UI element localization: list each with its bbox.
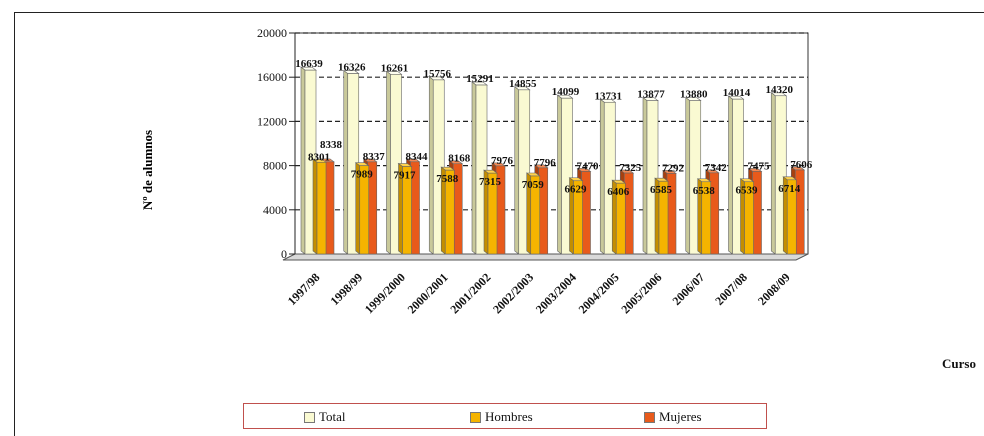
bar-hombres [739,178,755,255]
data-label-total: 14014 [723,87,751,99]
data-label-hombres: 6714 [778,183,801,195]
data-label-hombres: 7989 [351,169,374,181]
bar-total [513,86,531,255]
data-label-total: 14099 [552,86,580,98]
y-axis-ticks: 0 4000 8000 12000 16000 20000 [257,26,296,261]
data-label-hombres: 6629 [565,184,588,196]
data-label-total: 13880 [680,89,708,101]
x-category-label: 1998/99 [328,270,366,308]
data-label-total: 16326 [338,62,366,74]
legend: Total Hombres Mujeres [243,403,767,429]
legend-swatch-hombres [470,411,481,423]
data-label-hombres: 7917 [394,170,417,182]
gridlines [295,32,808,211]
data-label-mujeres: 7342 [705,162,728,174]
bar-hombres [397,162,413,255]
data-label-hombres: 8301 [308,151,330,163]
legend-swatch-mujeres [644,411,655,423]
x-axis-categories: 1997/98 1998/991999/20002000/20012001/200… [285,270,793,316]
y-tick-label: 16000 [257,70,287,84]
data-label-total: 13877 [637,89,665,101]
bar-hombres [312,158,327,255]
data-label-total: 14855 [509,78,537,90]
data-label-mujeres: 7325 [619,162,642,174]
data-label-mujeres: 7606 [790,159,813,171]
data-label-mujeres: 7475 [748,160,771,172]
legend-item-hombres: Hombres [470,409,533,425]
data-label-total: 14320 [766,84,794,96]
bar-hombres [782,176,798,255]
data-label-total: 13731 [595,90,623,102]
data-label-hombres: 6538 [693,185,716,197]
data-label-mujeres: 7292 [662,162,685,174]
data-label-hombres: 7059 [522,179,545,191]
bar-total [642,97,659,255]
x-category-label: 1999/2000 [362,270,408,316]
y-tick-label: 20000 [257,26,287,40]
bar-total [770,92,788,255]
x-category-label: 2005/2006 [618,270,664,316]
y-tick-label: 12000 [257,114,287,128]
plot-area [282,32,809,261]
bar-total [342,69,360,255]
data-label-mujeres: 8338 [320,139,343,151]
legend-label-mujeres: Mujeres [659,409,702,424]
x-category-label: 2002/2003 [490,270,536,316]
y-tick-label: 4000 [263,203,287,217]
data-label-mujeres: 7796 [534,157,557,169]
x-category-label: 2001/2002 [447,270,493,316]
x-category-label: 2004/2005 [576,270,622,316]
x-category-label: 2003/2004 [533,270,579,316]
bar-hombres [354,162,370,255]
bar-total [727,95,745,255]
data-label-mujeres: 7976 [491,155,514,167]
data-label-total: 16261 [381,62,409,74]
data-label-total: 15291 [466,73,494,85]
bar-total [385,70,403,255]
y-tick-label: 8000 [263,159,287,173]
y-axis-label: Nº de alumnos [140,130,155,210]
data-label-mujeres: 8337 [363,151,386,163]
bar-total [684,97,702,255]
data-label-hombres: 7315 [479,176,502,188]
legend-label-hombres: Hombres [485,409,533,424]
x-category-label: 2008/09 [755,270,793,308]
data-label-hombres: 6539 [736,185,759,197]
legend-label-total: Total [319,409,346,424]
bar-hombres [611,179,627,255]
bar-hombres [483,169,498,255]
bar-hombres [654,177,669,255]
data-label-total: 16639 [295,58,323,70]
bars [300,66,806,255]
bar-total [471,81,488,255]
chart-frame [14,12,984,436]
x-category-label: 2006/07 [670,270,708,308]
legend-item-mujeres: Mujeres [644,409,702,425]
y-tick-label: 0 [281,247,287,261]
bar-total [428,76,446,255]
data-label-mujeres: 8168 [448,153,471,165]
legend-item-total: Total [304,409,346,425]
bar-total [599,98,617,255]
bar-hombres [696,178,712,255]
x-category-label: 2000/2001 [405,270,451,316]
data-label-total: 15756 [424,68,452,80]
data-label-mujeres: 7470 [577,160,600,172]
plot-floor [282,253,809,261]
legend-swatch-total [304,411,315,423]
data-label-hombres: 6585 [650,184,673,196]
x-category-label: 2007/08 [712,270,750,308]
bar-hombres [525,172,541,255]
data-label-mujeres: 8344 [406,151,429,163]
bar-hombres [568,177,584,255]
x-category-label: 1997/98 [285,270,323,308]
data-label-hombres: 7588 [436,173,459,185]
x-axis-label: Curso [942,356,976,371]
bar-total [556,94,574,255]
bar-total [300,66,317,255]
bar-hombres [440,166,456,255]
data-label-hombres: 6406 [607,186,630,198]
